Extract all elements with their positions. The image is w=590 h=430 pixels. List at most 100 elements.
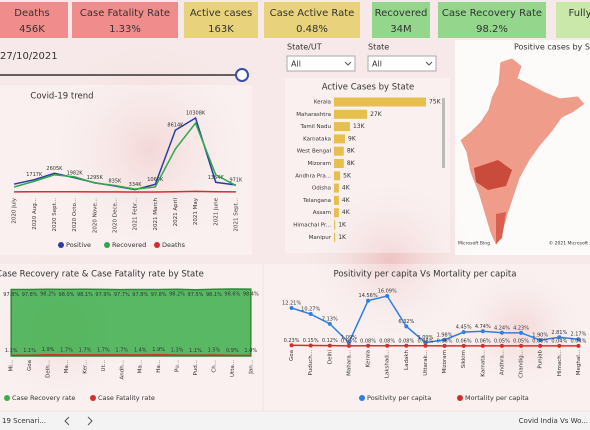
data-label: 1.7%	[60, 347, 73, 353]
chart-panel	[285, 78, 450, 253]
kpi-label: Case Recovery Rate	[442, 8, 542, 19]
background-virus	[450, 260, 590, 400]
filter-dropdown[interactable]	[286, 55, 356, 72]
bar	[334, 183, 339, 193]
page-link[interactable]: Covid India Vs Wo...	[519, 417, 588, 425]
chart-title: Active Cases by State	[322, 83, 415, 93]
data-label: 1.1%	[189, 348, 202, 354]
background-virus	[300, 170, 480, 350]
slider-handle[interactable]	[235, 68, 249, 82]
data-label: 13K	[353, 123, 366, 130]
data-label: 9K	[348, 135, 357, 142]
y-tick-label: Karnataka	[303, 136, 331, 142]
marker	[327, 321, 332, 326]
line	[14, 190, 236, 193]
marker	[519, 330, 524, 335]
data-label: 0.05%	[494, 338, 510, 344]
marker	[289, 306, 294, 311]
chart-title: Positivity per capita Vs Mortality per c…	[334, 270, 517, 280]
x-tick-label: 2020 Octo...	[72, 198, 78, 232]
data-label: 8K	[347, 148, 356, 155]
x-tick-label: Himach...	[557, 350, 563, 376]
data-label: 97.9%	[95, 292, 111, 298]
x-tick-label: Punjab	[538, 350, 544, 369]
x-tick-label: 2021 May	[193, 197, 199, 225]
marker	[480, 329, 485, 334]
data-label: 8K	[347, 160, 356, 167]
bar	[334, 171, 341, 181]
data-label: 334K	[129, 182, 143, 188]
data-label: 1.9%	[42, 347, 55, 353]
data-label: 5K	[343, 172, 352, 179]
line	[13, 121, 237, 190]
x-tick-label: 2020 Sept...	[52, 198, 58, 232]
line	[11, 353, 251, 357]
map-credit: © 2021 Microsoft	[549, 240, 589, 247]
data-label: 2.17%	[570, 332, 586, 338]
data-label: 1.7%	[79, 347, 92, 353]
dropdown-chevron[interactable]	[425, 61, 433, 66]
data-label: 10308K	[186, 111, 206, 117]
y-tick-label: Tamil Nadu	[300, 124, 331, 130]
data-label: 16.09%	[378, 288, 397, 294]
data-label: 1.90%	[532, 333, 548, 339]
kpi-card	[0, 2, 68, 38]
data-label: 0.15%	[303, 338, 319, 344]
data-label: 0.12%	[322, 338, 338, 344]
map-region	[496, 212, 506, 244]
kpi-label: Case Fatality Rate	[80, 8, 170, 19]
x-tick-label: 2020 Dece...	[112, 198, 118, 233]
data-label: 1.7%	[115, 347, 128, 353]
x-tick-label: Ma...	[64, 360, 70, 374]
x-tick-label: Pu...	[175, 360, 181, 372]
legend-label: Positivity per capita	[367, 394, 431, 402]
data-label: 1717K	[26, 172, 43, 178]
filter-dropdown[interactable]	[367, 55, 437, 72]
data-label: 97.7%	[114, 292, 130, 298]
x-tick-label: Lakshad...	[385, 350, 391, 378]
x-tick-label: Jan...	[248, 360, 254, 375]
data-label: 0.08%	[417, 338, 433, 344]
x-tick-label: Ut...	[101, 360, 107, 372]
x-tick-label: 2021 Febr...	[133, 198, 139, 231]
data-label: 4K	[342, 197, 351, 204]
marker	[366, 298, 371, 303]
marker	[346, 340, 351, 345]
marker	[442, 343, 447, 348]
x-tick-label: Goa	[289, 350, 295, 361]
legend-label: Recovered	[112, 241, 146, 249]
data-label: 1.09%	[417, 335, 433, 341]
data-label: 0.08%	[379, 338, 395, 344]
nav-next[interactable]	[87, 416, 93, 426]
data-label: 4K	[342, 185, 351, 192]
y-tick-label: Mizoram	[307, 161, 331, 167]
legend-label: Case Recovery rate	[12, 394, 75, 402]
data-label: 4.74%	[475, 324, 491, 330]
page-tab[interactable]: 19 Scenari...	[2, 417, 46, 425]
kpi-value: 98.2%	[476, 24, 508, 35]
x-tick-label: 2021 Sept...	[233, 198, 239, 232]
kpi-value: 1.33%	[109, 24, 141, 35]
nav-prev[interactable]	[64, 416, 70, 426]
x-tick-label: Ch...	[211, 360, 217, 373]
data-label: 0.05%	[513, 338, 529, 344]
y-tick-label: Maharashtra	[296, 112, 331, 118]
dropdown-chevron[interactable]	[344, 61, 352, 66]
x-tick-label: 2020 July	[12, 197, 18, 223]
line	[291, 344, 579, 347]
bar	[334, 97, 426, 107]
scrollbar[interactable]	[442, 98, 445, 168]
x-tick-label: 2020 Aug...	[32, 198, 38, 230]
marker	[346, 343, 351, 348]
marker	[557, 335, 562, 340]
x-tick-label: Ker...	[82, 360, 88, 374]
area	[10, 288, 252, 357]
kpi-label: Recovered	[375, 8, 428, 19]
bar	[334, 195, 339, 205]
data-label: 1.3%	[171, 348, 184, 354]
data-label: 97.8%	[22, 292, 38, 298]
y-tick-label: Andhra Pra...	[295, 173, 331, 179]
marker	[480, 343, 485, 348]
